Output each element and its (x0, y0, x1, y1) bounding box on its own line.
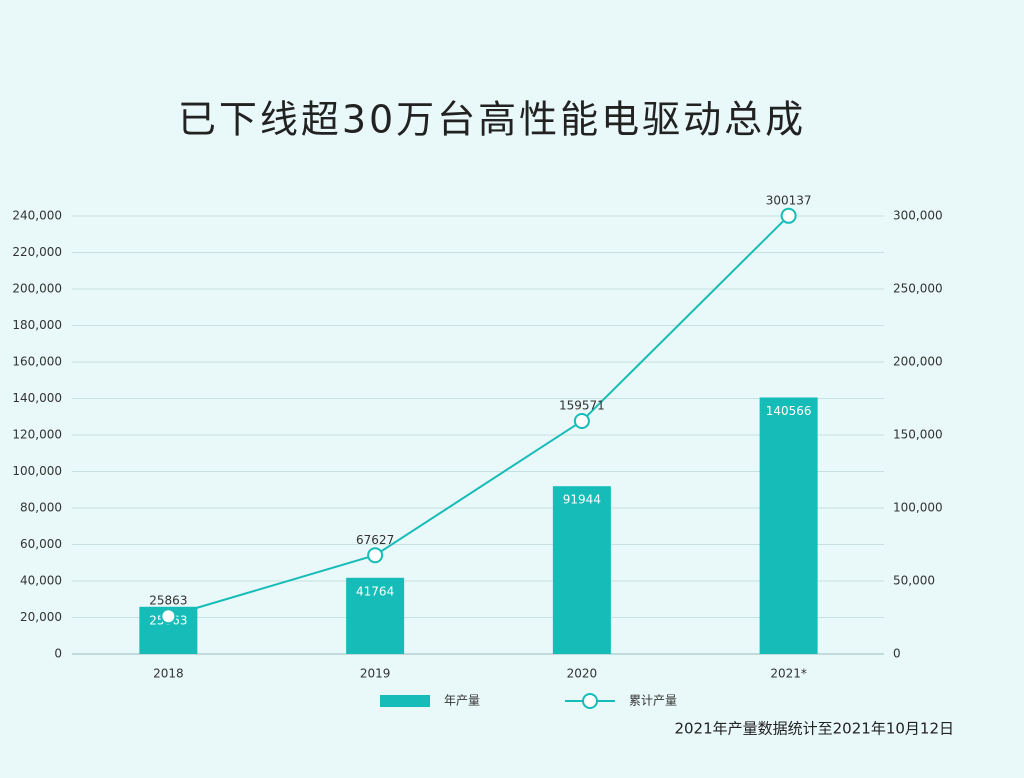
legend-label: 年产量 (444, 694, 480, 708)
y-tick-label: 240,000 (12, 209, 62, 223)
line-value-label: 67627 (356, 533, 394, 547)
y2-tick-label: 50,000 (893, 574, 935, 588)
bar-value-label: 140566 (766, 404, 812, 418)
legend-swatch (380, 695, 430, 707)
chart-title: 已下线超30万台高性能电驱动总成 (178, 98, 806, 142)
footnote: 2021年产量数据统计至2021年10月12日 (674, 720, 954, 738)
x-tick-label: 2018 (153, 667, 184, 681)
y2-tick-label: 150,000 (893, 428, 943, 442)
y-tick-label: 60,000 (20, 537, 62, 551)
y-tick-label: 220,000 (12, 245, 62, 259)
bar-value-label: 41764 (356, 584, 394, 598)
line-point (573, 413, 590, 430)
y-tick-label: 40,000 (20, 574, 62, 588)
x-tick-label: 2019 (360, 667, 391, 681)
y-tick-label: 0 (54, 647, 62, 661)
y2-tick-label: 250,000 (893, 282, 943, 296)
y2-tick-label: 100,000 (893, 501, 943, 515)
x-tick-label: 2020 (567, 667, 598, 681)
legend-label: 累计产量 (629, 694, 677, 708)
line (168, 215, 790, 618)
bar (759, 397, 818, 654)
x-tick-label: 2021* (770, 667, 807, 681)
bar (552, 486, 611, 654)
y-tick-label: 100,000 (12, 464, 62, 478)
y-tick-label: 80,000 (20, 501, 62, 515)
legend-swatch (582, 693, 598, 709)
y2-tick-label: 200,000 (893, 355, 943, 369)
y-tick-label: 120,000 (12, 428, 62, 442)
line-value-label: 25863 (149, 594, 187, 608)
line-point (780, 207, 797, 224)
line-point (367, 547, 384, 564)
line-point (160, 608, 177, 625)
y-tick-label: 180,000 (12, 318, 62, 332)
y-tick-label: 140,000 (12, 391, 62, 405)
bar (346, 577, 405, 654)
bar-value-label: 91944 (563, 493, 601, 507)
y-tick-label: 160,000 (12, 355, 62, 369)
y2-tick-label: 300,000 (893, 209, 943, 223)
line-value-label: 300137 (766, 193, 812, 207)
y2-tick-label: 0 (893, 647, 901, 661)
y-tick-label: 20,000 (20, 610, 62, 624)
line-value-label: 159571 (559, 399, 605, 413)
y-tick-label: 200,000 (12, 282, 62, 296)
